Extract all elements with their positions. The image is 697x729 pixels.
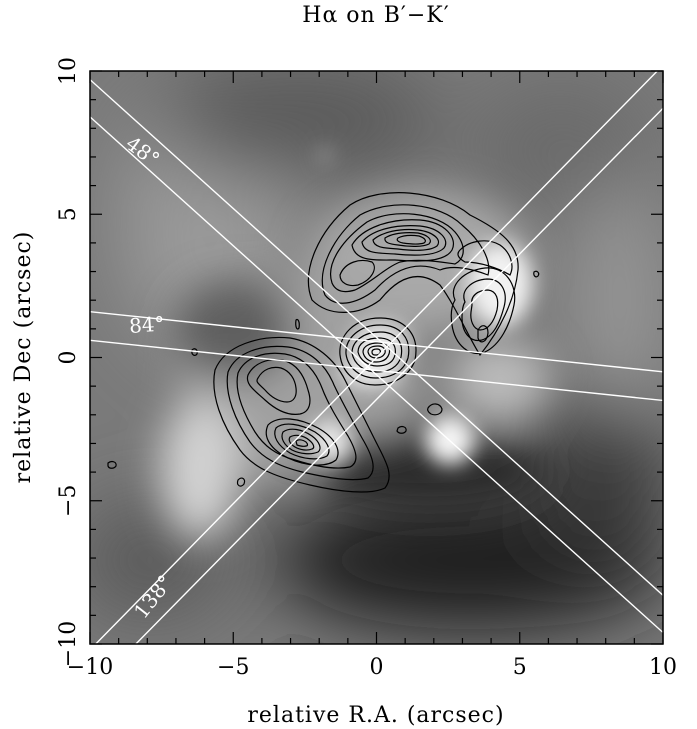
slit-line [95,71,658,644]
y-tick-label: −5 [56,485,81,517]
y-tick-label: 10 [56,57,81,85]
contour-group-small [107,270,540,487]
slit-line [135,107,663,644]
slit-pa-label: 84° [128,312,165,338]
grayscale-image [90,71,663,644]
x-tick-label: −10 [67,655,113,680]
contour-group-east [450,267,516,354]
slit-line [90,310,663,373]
contour-group-southwest [213,336,390,493]
x-axis-title: relative R.A. (arcsec) [247,703,504,728]
slit-layer [90,71,663,644]
x-tick-label: 10 [649,655,677,680]
y-tick-label: −10 [56,621,81,667]
y-tick-label: 0 [56,351,81,365]
slit-line [90,79,663,596]
slit-line [90,339,663,402]
tick-layer: −10 −5 0 5 10 −10 −5 0 5 10 [56,57,677,680]
x-tick-label: −5 [217,655,249,680]
slit-line [90,116,663,634]
contour-layer [107,192,540,493]
x-tick-label: 5 [513,655,527,680]
contour-group-north [307,192,519,357]
chart-title: Hα on B′−K′ [302,3,449,28]
y-tick-label: 5 [56,207,81,221]
x-tick-label: 0 [370,655,384,680]
y-axis-title: relative Dec (arcsec) [11,231,36,484]
